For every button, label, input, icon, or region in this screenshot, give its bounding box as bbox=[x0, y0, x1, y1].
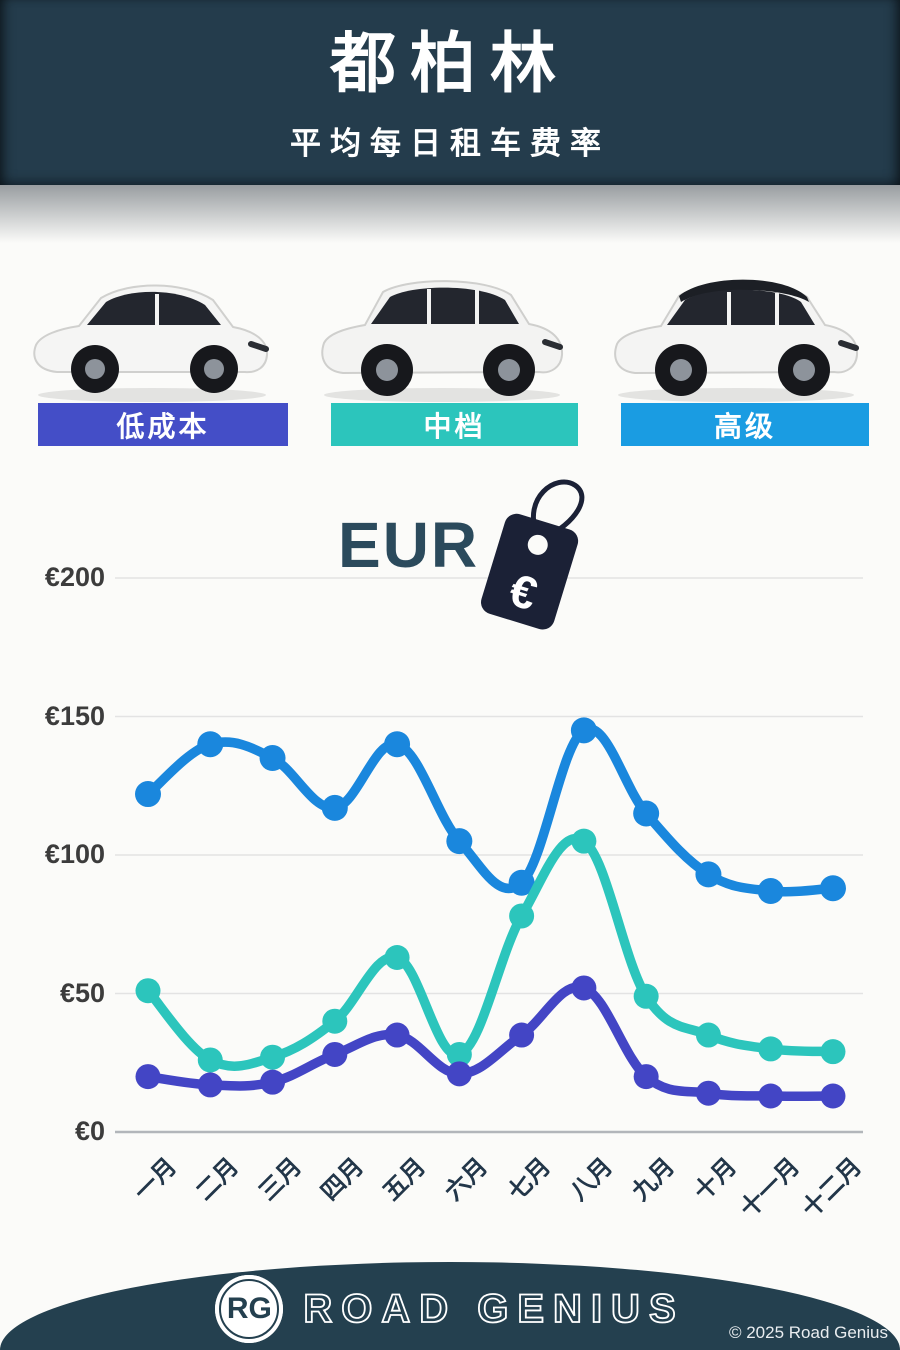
economy-car-image bbox=[16, 248, 288, 408]
data-point-中档-二月 bbox=[197, 1047, 223, 1073]
data-point-高级-十一月 bbox=[757, 878, 784, 905]
midrange-car-image bbox=[306, 248, 578, 408]
car-roof bbox=[679, 279, 809, 302]
tier-label-economy: 低成本 bbox=[38, 403, 288, 446]
data-point-高级-二月 bbox=[197, 731, 224, 758]
data-point-中档-十月 bbox=[695, 1022, 721, 1048]
data-point-高级-一月 bbox=[135, 781, 161, 808]
car-windows bbox=[371, 287, 519, 324]
data-point-中档-十二月 bbox=[820, 1039, 846, 1065]
tier-label-premium: 高级 bbox=[621, 403, 869, 446]
data-point-低成本-十一月 bbox=[758, 1083, 784, 1109]
data-point-中档-九月 bbox=[633, 983, 659, 1009]
data-point-高级-四月 bbox=[321, 794, 348, 821]
data-point-高级-五月 bbox=[384, 731, 411, 758]
data-point-低成本-七月 bbox=[509, 1022, 535, 1048]
data-point-高级-八月 bbox=[570, 717, 597, 744]
copyright-text: © 2025 Road Genius bbox=[728, 1323, 888, 1342]
road-genius-logo: RG bbox=[215, 1275, 284, 1343]
page-subtitle: 平均每日租车费率 bbox=[290, 126, 610, 161]
y-tick-150: €150 bbox=[44, 700, 105, 731]
data-point-中档-四月 bbox=[322, 1008, 348, 1034]
y-tick-0: €0 bbox=[74, 1116, 105, 1146]
currency-code: EUR bbox=[338, 509, 480, 581]
price-tag-icon: € bbox=[481, 479, 585, 630]
data-point-高级-三月 bbox=[259, 745, 286, 772]
data-point-中档-八月 bbox=[571, 828, 597, 854]
data-point-中档-七月 bbox=[509, 903, 535, 929]
data-point-中档-十一月 bbox=[758, 1036, 784, 1062]
y-tick-200: €200 bbox=[44, 562, 105, 592]
data-point-高级-六月 bbox=[446, 828, 473, 855]
brand-name: ROAD GENIUS bbox=[302, 1286, 685, 1332]
data-point-高级-九月 bbox=[633, 800, 660, 827]
data-point-低成本-五月 bbox=[384, 1022, 410, 1048]
data-point-低成本-三月 bbox=[260, 1069, 286, 1095]
data-point-高级-七月 bbox=[508, 869, 535, 896]
header-shadow bbox=[0, 185, 900, 243]
currency-heading: EUR € bbox=[330, 466, 590, 630]
data-point-低成本-一月 bbox=[135, 1064, 161, 1090]
data-point-低成本-十二月 bbox=[820, 1083, 846, 1109]
car-windows bbox=[87, 291, 221, 325]
data-point-中档-五月 bbox=[384, 944, 410, 970]
data-point-低成本-八月 bbox=[571, 975, 597, 1001]
header-banner: 都柏林 平均每日租车费率 bbox=[0, 0, 900, 185]
y-tick-100: €100 bbox=[44, 839, 105, 869]
page-title: 都柏林 bbox=[330, 26, 570, 100]
data-point-低成本-九月 bbox=[633, 1064, 659, 1090]
data-point-高级-十二月 bbox=[819, 875, 846, 902]
data-point-低成本-六月 bbox=[446, 1061, 472, 1087]
premium-car-image bbox=[600, 248, 872, 408]
footer-brand-row: RG ROAD GENIUS bbox=[0, 1268, 900, 1350]
rental-rates-line-chart bbox=[115, 577, 863, 1134]
logo-ring bbox=[219, 1279, 280, 1339]
data-point-高级-十月 bbox=[695, 861, 722, 888]
data-point-低成本-二月 bbox=[197, 1072, 223, 1098]
tier-label-midrange: 中档 bbox=[331, 403, 578, 446]
line-series-高级 bbox=[143, 724, 838, 897]
data-point-中档-三月 bbox=[260, 1044, 286, 1070]
y-tick-50: €50 bbox=[59, 977, 105, 1008]
data-point-中档-一月 bbox=[135, 978, 161, 1004]
data-point-低成本-十月 bbox=[695, 1080, 721, 1106]
data-point-低成本-四月 bbox=[322, 1041, 348, 1067]
data-point-中档-六月 bbox=[446, 1041, 472, 1067]
